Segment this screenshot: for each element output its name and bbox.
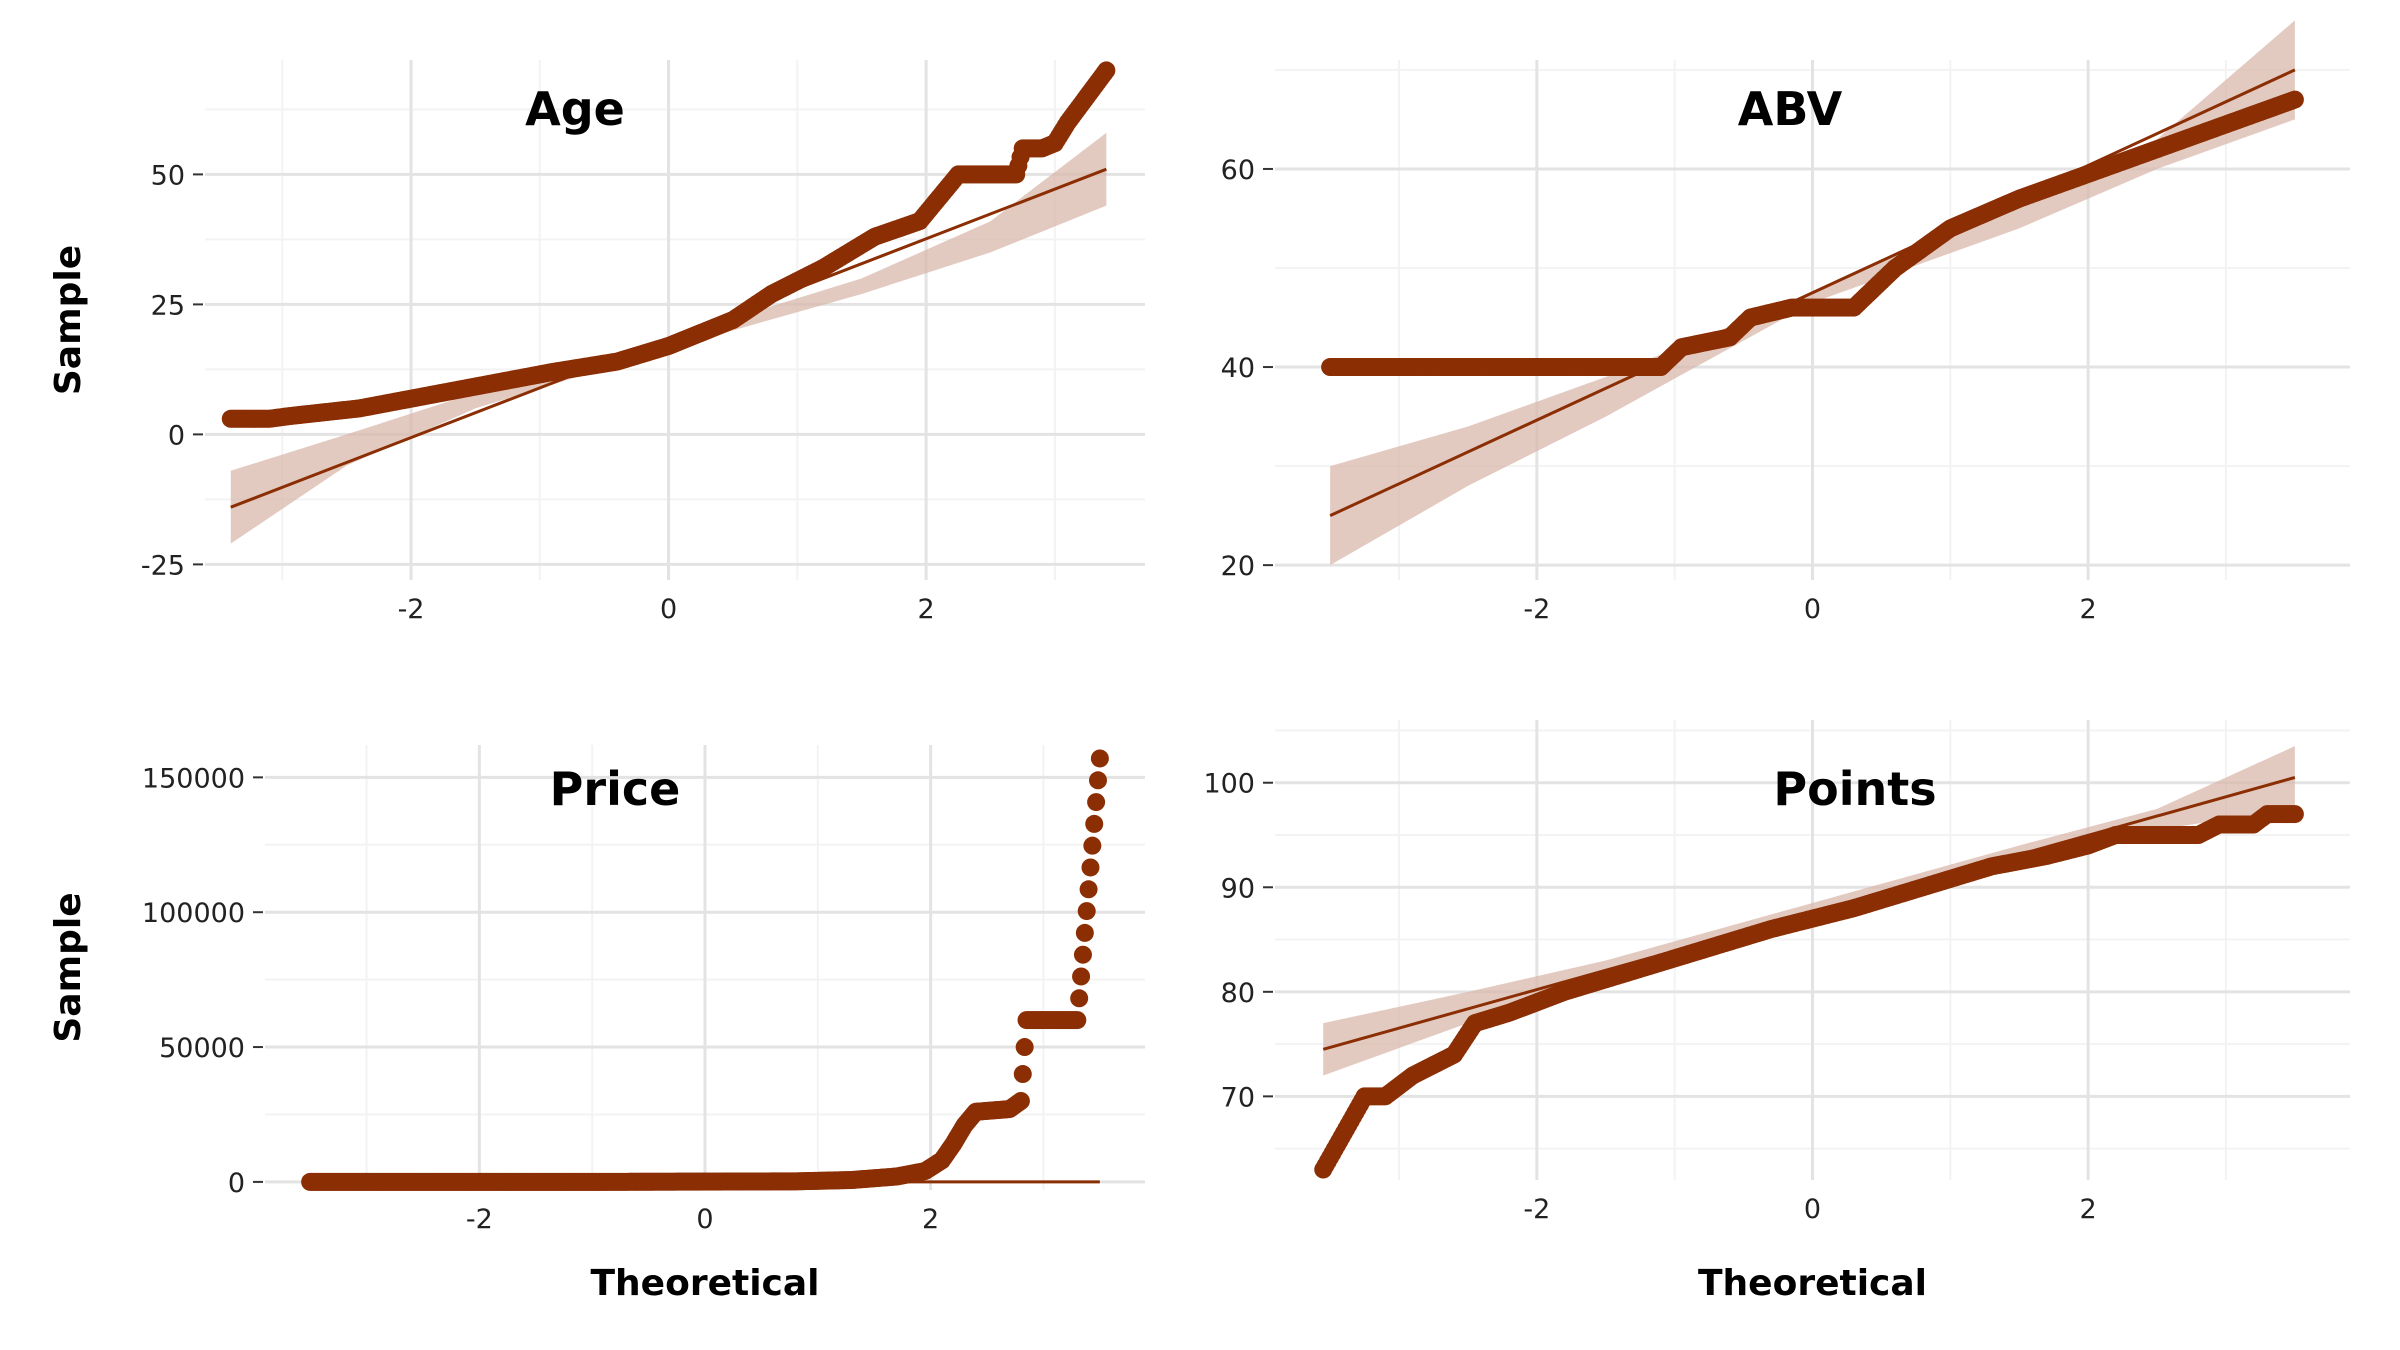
y-tick-label: -25 [141,550,185,581]
panel-age: -25 0 25 50 -2 0 2 Age Sample [48,60,1145,625]
y-axis-title: Sample [48,245,89,395]
x-tick-label: -2 [398,594,425,625]
sample-points [221,61,1116,428]
panel-title: Price [550,762,681,816]
y-tick-label: 60 [1221,155,1255,186]
sample-point [1011,1092,1030,1110]
sample-point [1087,793,1106,812]
sample-point [1072,967,1091,986]
sample-point [1097,61,1116,80]
x-tick-label: 2 [922,1204,939,1235]
sample-point [1081,858,1100,877]
panel-points: 70 80 90 100 -2 0 2 Points Theoretical [1203,720,2350,1304]
y-axis-title: Sample [48,892,89,1042]
sample-point [1015,1038,1034,1057]
panel-abv: 20 40 60 -2 0 2 ABV [1221,20,2350,625]
y-tick-label: 40 [1221,353,1255,384]
reference-line [1322,776,2296,1051]
x-tick-label: 2 [2080,594,2097,625]
y-tick-label: 0 [168,420,185,451]
sample-point [1085,814,1104,833]
reference-line [1329,68,2296,517]
sample-point [1083,836,1102,855]
x-tick-label: -2 [1523,594,1550,625]
x-tick-label: -2 [466,1204,493,1235]
y-tick-label: 25 [151,290,185,321]
sample-point [1075,923,1094,942]
x-tick-label: 0 [1804,594,1821,625]
y-tick-label: 50 [151,160,185,191]
y-tick-label: 50000 [159,1033,245,1064]
x-axis-title: Theoretical [590,1263,819,1304]
y-tick-label: 90 [1221,873,1255,904]
sample-point [1070,989,1089,1008]
sample-point [1013,1065,1032,1084]
panel-title: Age [525,82,625,136]
x-tick-label: 0 [696,1204,713,1235]
x-tick-label: 2 [2080,1194,2097,1225]
x-axis-title: Theoretical [1698,1263,1927,1304]
y-tick-label: 150000 [142,763,245,794]
sample-point [1077,902,1096,921]
y-tick-label: 100 [1203,769,1255,800]
sample-point [1090,749,1109,768]
sample-point [1088,771,1107,790]
y-tick-label: 0 [228,1168,245,1199]
reference-line [230,167,1107,509]
y-tick-label: 20 [1221,551,1255,582]
x-tick-label: 0 [1804,1194,1821,1225]
sample-point [2285,90,2304,109]
panel-price: 0 50000 100000 150000 -2 0 2 Price Sample Theoret… [48,745,1145,1304]
x-tick-label: -2 [1523,1194,1550,1225]
sample-point [1068,1011,1087,1030]
panel-title: Points [1773,762,1936,816]
y-tick-label: 70 [1221,1082,1255,1113]
x-tick-label: 2 [918,594,935,625]
sample-point [1079,880,1098,899]
y-tick-label: 100000 [142,898,245,929]
y-tick-label: 80 [1221,978,1255,1009]
panel-title: ABV [1738,82,1843,136]
sample-point [2285,805,2304,824]
sample-point [1073,945,1092,964]
x-tick-label: 0 [660,594,677,625]
